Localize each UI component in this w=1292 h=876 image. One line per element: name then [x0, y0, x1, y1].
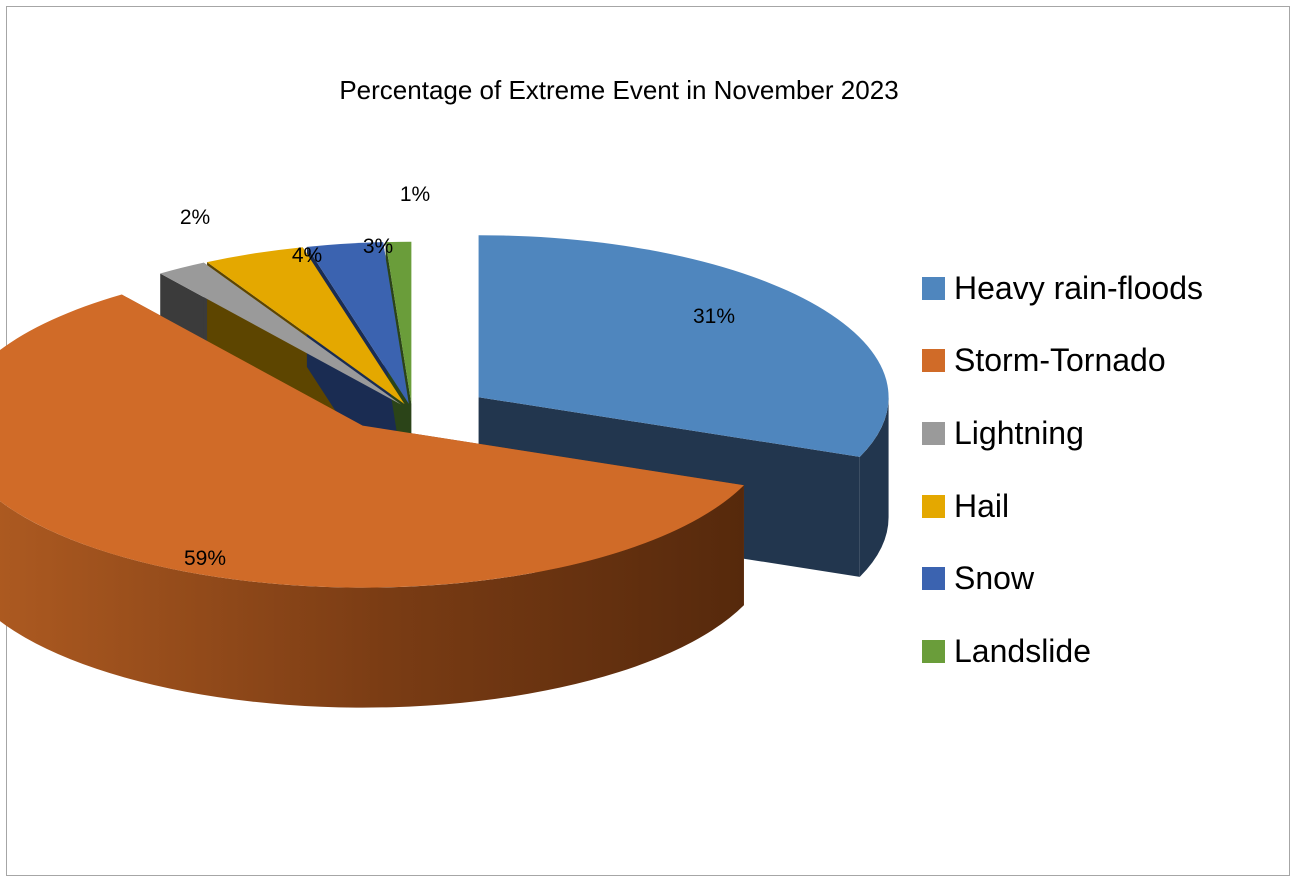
- legend-item-snow[interactable]: Snow: [922, 542, 1203, 615]
- legend-swatch: [922, 276, 945, 300]
- slice-lightning[interactable]: [160, 262, 402, 405]
- slice-side-storm-tornado: [0, 485, 744, 708]
- legend-label: Storm-Tornado: [954, 342, 1166, 379]
- slice-side-heavy-rain-floods: [859, 397, 889, 577]
- legend-item-heavy-rain-floods[interactable]: Heavy rain-floods: [922, 252, 1203, 325]
- legend-item-lightning[interactable]: Lightning: [922, 397, 1203, 470]
- slice-hail[interactable]: [207, 247, 405, 405]
- slice-storm-tornado[interactable]: [0, 294, 744, 588]
- legend-swatch: [922, 421, 945, 445]
- slice-label-hail: 4%: [292, 244, 322, 267]
- legend-label: Lightning: [954, 414, 1084, 451]
- legend: Heavy rain-floods Storm-Tornado Lightning H…: [922, 252, 1203, 688]
- slice-landslide[interactable]: [385, 241, 412, 404]
- legend-swatch: [922, 567, 945, 591]
- legend-label: Hail: [954, 487, 1010, 524]
- legend-label: Landslide: [954, 632, 1091, 669]
- pie-labels: 31% 59% 2% 4% 3% 1%: [180, 183, 735, 570]
- legend-item-hail[interactable]: Hail: [922, 470, 1203, 543]
- legend-swatch: [922, 494, 945, 518]
- legend-label: Heavy rain-floods: [954, 269, 1203, 306]
- slice-label-lightning: 2%: [180, 206, 210, 229]
- slice-snow[interactable]: [306, 242, 409, 404]
- slice-label-heavy-rain-floods: 31%: [693, 305, 735, 328]
- slice-label-snow: 3%: [363, 235, 393, 258]
- legend-label: Snow: [954, 560, 1035, 597]
- chart-title: Percentage of Extreme Event in November …: [339, 75, 899, 105]
- slice-heavy-rain-floods[interactable]: [478, 235, 889, 457]
- legend-item-storm-tornado[interactable]: Storm-Tornado: [922, 325, 1203, 398]
- pie-tops: [0, 235, 889, 588]
- slice-label-landslide: 1%: [400, 183, 430, 206]
- legend-swatch: [922, 349, 945, 373]
- legend-item-landslide[interactable]: Landslide: [922, 615, 1203, 688]
- legend-swatch: [922, 639, 945, 663]
- slice-label-storm-tornado: 59%: [184, 547, 226, 570]
